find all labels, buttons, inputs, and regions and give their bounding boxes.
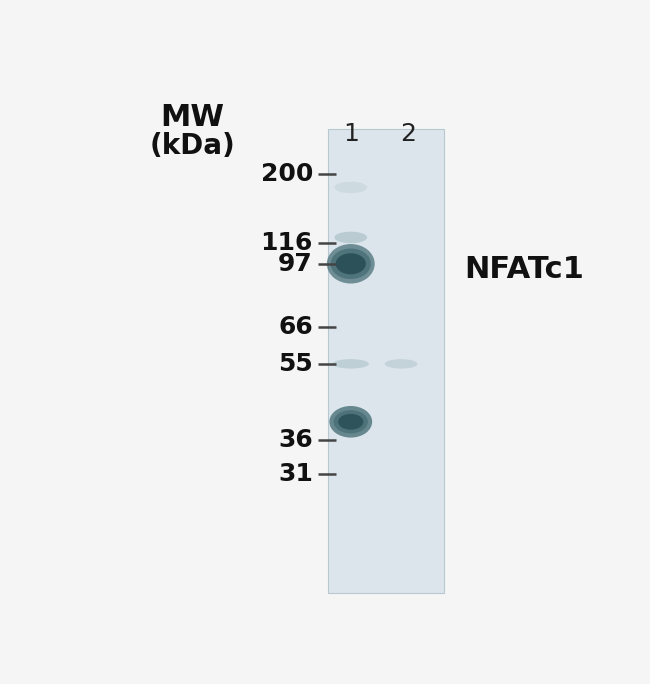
Text: 116: 116 [261,231,313,254]
Ellipse shape [385,359,417,369]
Ellipse shape [338,414,363,430]
Text: 55: 55 [278,352,313,376]
Ellipse shape [333,359,369,369]
Bar [328,129,444,593]
Ellipse shape [330,406,372,438]
Text: 36: 36 [278,428,313,452]
Ellipse shape [333,410,368,434]
Ellipse shape [331,248,371,279]
Text: 31: 31 [278,462,313,486]
Text: MW: MW [160,103,224,132]
Text: 2: 2 [400,122,416,146]
Text: 97: 97 [278,252,313,276]
Text: (kDa): (kDa) [150,132,235,160]
Text: NFATc1: NFATc1 [464,254,584,284]
Ellipse shape [334,182,367,193]
Ellipse shape [335,253,366,274]
Ellipse shape [327,244,374,284]
Ellipse shape [334,232,367,244]
Text: 66: 66 [278,315,313,339]
Text: 200: 200 [261,162,313,186]
Text: 1: 1 [343,122,359,146]
